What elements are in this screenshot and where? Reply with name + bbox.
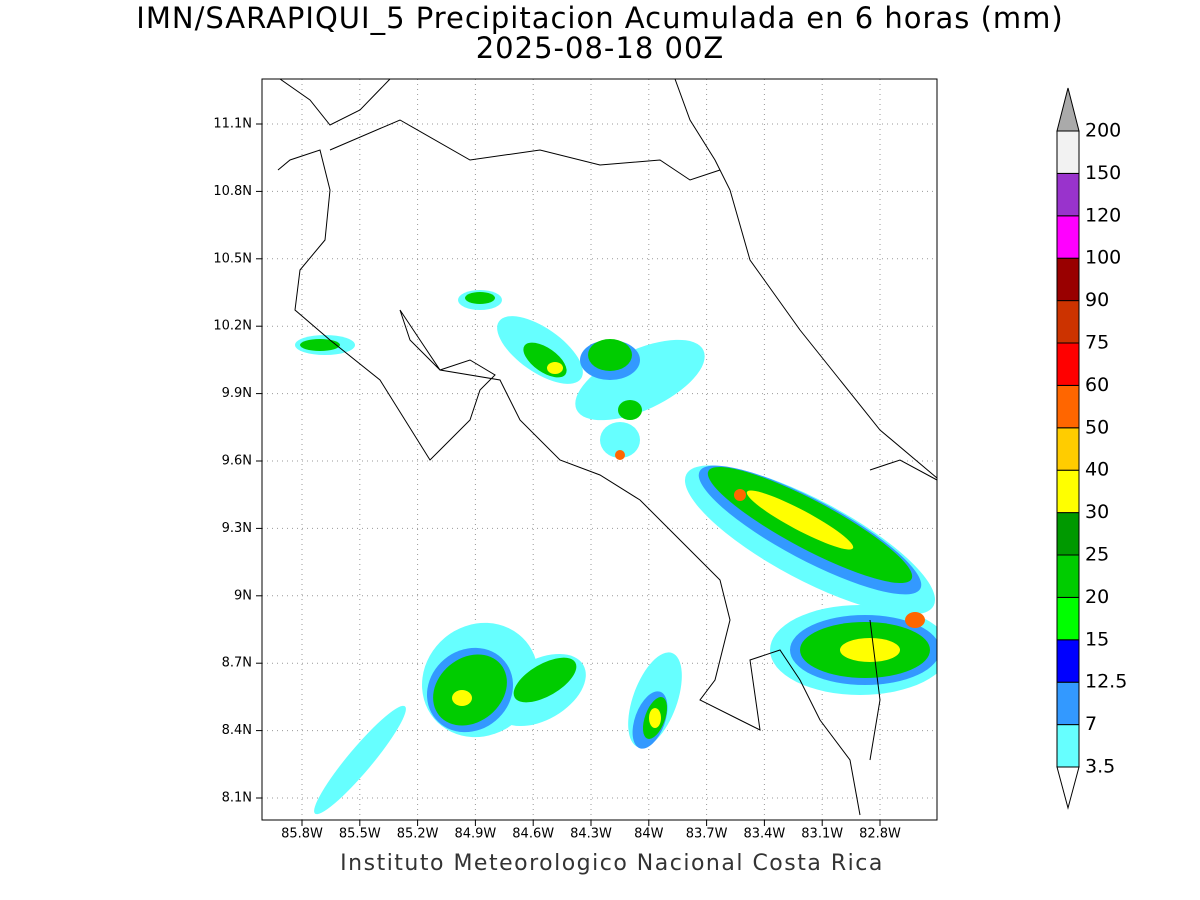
colorbar-box	[1056, 342, 1080, 386]
lon-tick-label: 85.5W	[339, 827, 381, 842]
title: IMN/SARAPIQUI_5 Precipitacion Acumulada …	[136, 1, 1063, 35]
colorbar-box	[1056, 554, 1080, 598]
colorbar-box	[1056, 130, 1080, 174]
colorbar-label: 3.5	[1085, 756, 1115, 778]
lat-tick-label: 9N	[234, 588, 252, 603]
lon-tick-label: 83.1W	[801, 827, 843, 842]
lat-tick-label: 10.8N	[213, 184, 252, 199]
colorbar-label: 30	[1085, 501, 1109, 523]
lon-tick-label: 84.3W	[570, 827, 612, 842]
colorbar-box	[1056, 427, 1080, 471]
coastlines	[277, 79, 937, 816]
colorbar-box	[1056, 172, 1080, 217]
colorbar-box	[1056, 300, 1080, 344]
colorbar-label: 15	[1085, 628, 1109, 650]
colorbar-box	[1056, 681, 1080, 726]
colorbar-label: 75	[1085, 332, 1109, 354]
colorbar-box	[1056, 639, 1080, 683]
lon-tick-label: 84.6W	[512, 827, 554, 842]
lat-tick-label: 9.9N	[222, 386, 252, 401]
lat-tick-label: 9.3N	[222, 521, 252, 536]
colorbar-label: 100	[1085, 247, 1121, 269]
lat-tick-label: 10.2N	[213, 319, 252, 334]
colorbar-box	[1056, 215, 1080, 259]
lat-tick-label: 9.6N	[222, 454, 252, 469]
colorbar-box	[1056, 596, 1080, 641]
precipitation	[295, 290, 937, 815]
lon-tick-label: 83.7W	[686, 827, 728, 842]
colorbar-label: 150	[1085, 162, 1121, 184]
lon-tick-label: 84.9W	[454, 827, 496, 842]
grid	[256, 79, 937, 826]
colorbar-label: 20	[1085, 586, 1109, 608]
colorbar-box	[1056, 512, 1080, 556]
lat-tick-label: 11.1N	[213, 117, 252, 132]
colorbar-box	[1056, 469, 1080, 514]
lat-tick-label: 8.4N	[222, 723, 252, 738]
colorbar-label: 90	[1085, 289, 1109, 311]
colorbar-label: 7	[1085, 713, 1097, 735]
colorbar-label: 60	[1085, 374, 1109, 396]
colorbar-box	[1056, 384, 1080, 429]
colorbar-label: 12.5	[1085, 671, 1127, 693]
lon-tick-label: 84W	[634, 827, 664, 842]
colorbar-label: 120	[1085, 204, 1121, 226]
colorbar-box	[1056, 724, 1080, 768]
colorbar-label: 200	[1085, 120, 1121, 142]
colorbar: 3.5 7 12.5 15 20 25 30 40 50 60 75 90 100 120 150 200	[1056, 87, 1127, 810]
lon-tick-label: 83.4W	[743, 827, 785, 842]
colorbar-label: 50	[1085, 416, 1109, 438]
subtitle: 2025-08-18 00Z	[476, 31, 725, 65]
lon-tick-label: 85.8W	[281, 827, 323, 842]
lat-tick-label: 8.7N	[222, 656, 252, 671]
credit: Instituto Meteorologico Nacional Costa R…	[340, 851, 884, 876]
lon-tick-label: 85.2W	[397, 827, 439, 842]
colorbar-label: 40	[1085, 459, 1109, 481]
lat-tick-label: 10.5N	[213, 251, 252, 266]
lon-tick-label: 82.8W	[859, 827, 901, 842]
colorbar-under-arrow	[1056, 766, 1080, 810]
map-frame	[261, 78, 938, 821]
lat-tick-label: 8.1N	[222, 791, 252, 806]
colorbar-box	[1056, 257, 1080, 302]
colorbar-label: 25	[1085, 544, 1109, 566]
colorbar-over-arrow	[1056, 87, 1080, 132]
